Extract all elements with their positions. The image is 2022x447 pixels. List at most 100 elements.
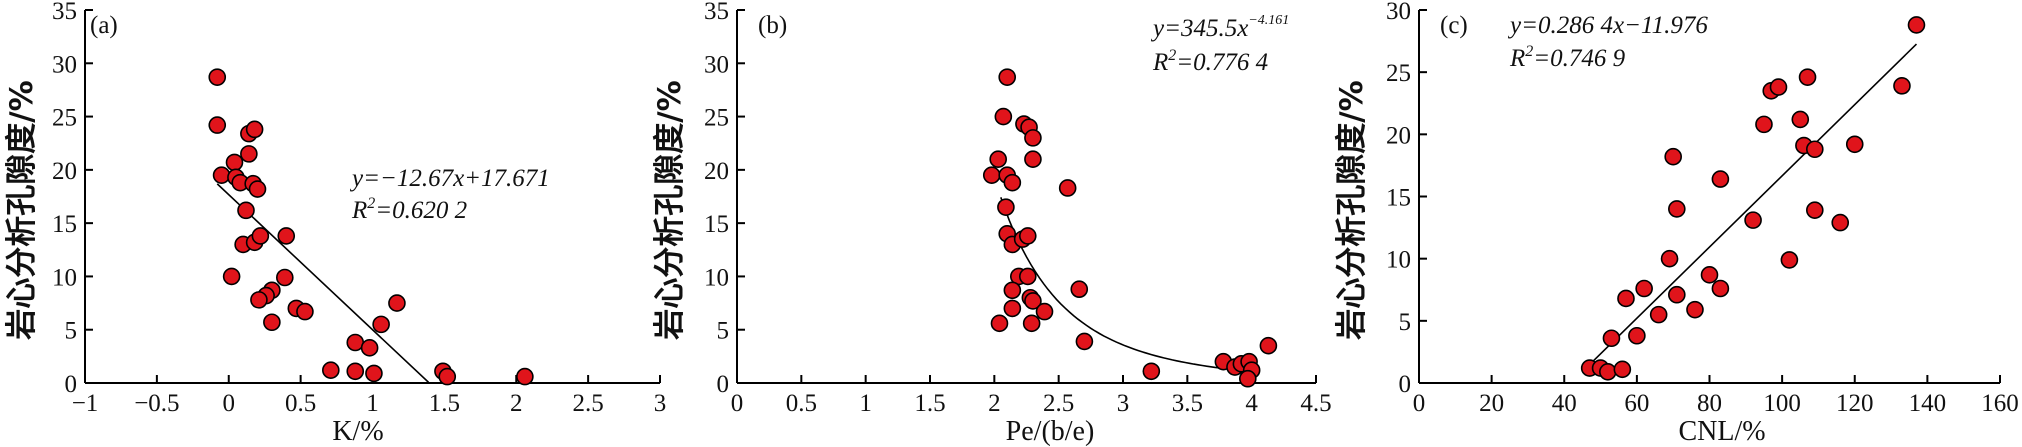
panel-a-x-tick-label: 1.5 [429,390,460,417]
panel-b-x-tick-label: 2 [988,390,1001,417]
panel-a-x-tick-label: 2 [510,390,523,417]
panel-b-data-point [997,198,1015,216]
panel-b-label: (b) [758,12,787,39]
panel-a-ylabel: 岩心分析孔隙度/% [4,80,40,340]
panel-b-y-tick-label: 35 [704,0,729,25]
panel-b-y-tick-label: 20 [704,158,729,185]
panel-a-r2: R2=0.620 2 [351,195,467,224]
panel-a-data-point [365,364,383,383]
panel-c-x-tick-label: 160 [1981,390,2019,417]
panel-b-data-point [1003,281,1022,300]
panel-b-data-point [1142,362,1161,381]
panel-a-y-tick-label: 10 [52,264,77,291]
panel-c-x-tick-label: 100 [1763,390,1801,417]
panel-a-y-tick-label: 5 [65,318,78,345]
panel-a-porosity-vs-k: (a) y=−12.67x+17.671 R2=0.620 2 K/% 岩心分析… [4,0,666,447]
panel-a-data-point [346,362,365,381]
panel-c-data-point [1649,305,1668,324]
panel-c-data-point [1845,135,1864,154]
panel-a-y-tick-label: 20 [52,158,77,185]
panel-a-data-point [248,180,267,198]
panel-b-data-point [990,314,1009,333]
panel-c-data-point [1711,170,1730,188]
panel-a-x-tick-label: 0.5 [285,390,316,417]
panel-a-equation: y=−12.67x+17.671 [349,165,550,192]
panel-b-xlabel: Pe/(b/e) [1006,416,1095,447]
panel-b-y-tick-label: 5 [717,318,730,345]
panel-b-data-point [1024,129,1042,147]
panel-c-data-point [1617,289,1635,308]
panel-a-data-point [360,339,379,357]
panel-b-x-tick-label: 4.5 [1300,390,1331,417]
panel-c-data-point [1599,363,1617,381]
panel-c-x-tick-label: 140 [1909,390,1947,417]
panel-b-data-point [1259,336,1278,355]
panel-a-data-point [250,291,268,309]
panel-c-data-point [1686,300,1704,319]
panel-c-data-point [1613,360,1632,379]
panel-b-data-point [1024,150,1042,168]
panel-a-data-point [225,153,244,172]
panel-b-data-point [994,107,1013,126]
panel-b-data-point [1070,280,1089,299]
panel-c-data-point [1831,213,1850,232]
panel-a-data-point [245,120,264,139]
panel-c-y-tick-label: 20 [1386,122,1411,149]
panel-a-data-point [237,201,255,220]
panel-c-x-tick-label: 60 [1624,390,1649,417]
panel-c-data-point [1769,78,1788,96]
panel-b-x-tick-label: 1 [859,390,872,417]
panel-a-x-tick-label: −0.5 [134,390,179,417]
panel-c-data-point [1664,147,1682,166]
panel-c-ylabel: 岩心分析孔隙度/% [1334,80,1370,340]
panel-a-data-point [388,294,406,312]
panel-a-data-point [277,227,296,245]
panel-c-fit-line [1585,43,1918,369]
panel-c-xlabel: CNL/% [1678,416,1765,447]
panel-a-x-tick-label: 0 [223,390,236,417]
panel-c-x-tick-label: 20 [1479,390,1504,417]
panel-a-data-point [322,361,340,380]
panel-a-data-point [208,68,227,86]
panel-a-y-tick-label: 0 [65,371,78,398]
panel-a-x-tick-label: 2.5 [573,390,604,417]
panel-a-data-point [222,267,241,286]
panel-b-x-tick-label: 1.5 [914,390,945,417]
panel-b-x-tick-label: 3.5 [1172,390,1203,417]
panel-c-y-tick-label: 0 [1399,371,1412,398]
panel-b-x-tick-label: 3 [1117,390,1130,417]
panel-b-data-point [998,68,1017,86]
panel-c-data-point [1668,285,1686,304]
panel-c-data-point [1780,251,1799,269]
panel-c-data-point [1798,68,1817,86]
panel-b-fit-line [1000,197,1259,373]
panel-b-x-tick-label: 4 [1245,390,1258,417]
panel-b-x-tick-label: 0.5 [786,390,817,417]
panel-b-data-point [1239,369,1257,388]
panel-b-y-tick-label: 15 [704,211,729,238]
panel-b-y-tick-label: 10 [704,264,729,291]
panel-a-xlabel: K/% [332,416,383,447]
panel-a-data-point [438,367,457,386]
panel-a-label: (a) [90,12,118,39]
panel-b-data-point [1058,179,1077,197]
panel-c-data-point [1907,16,1926,34]
panel-a-y-tick-label: 30 [52,51,77,78]
panel-c-y-tick-label: 5 [1399,309,1412,336]
panel-c-data-point [1755,115,1773,134]
panel-c-data-point [1700,266,1719,284]
panel-b-data-point [1035,302,1054,321]
panel-b-ylabel: 岩心分析孔隙度/% [652,80,688,340]
panel-c-x-tick-label: 40 [1552,390,1577,417]
panel-c-data-point [1660,249,1679,268]
panel-c-data-point [1744,211,1762,229]
panel-c-data-point [1628,326,1646,345]
panel-a-y-tick-label: 25 [52,105,77,132]
panel-a-x-tick-label: 3 [654,390,667,417]
panel-a-data-point [296,302,314,321]
panel-c-data-point [1602,329,1621,348]
panel-a-x-tick-label: −1 [72,390,99,417]
panel-a-data-point [212,166,231,184]
panel-a-data-point [240,145,258,163]
panel-c-y-tick-label: 25 [1386,60,1411,87]
